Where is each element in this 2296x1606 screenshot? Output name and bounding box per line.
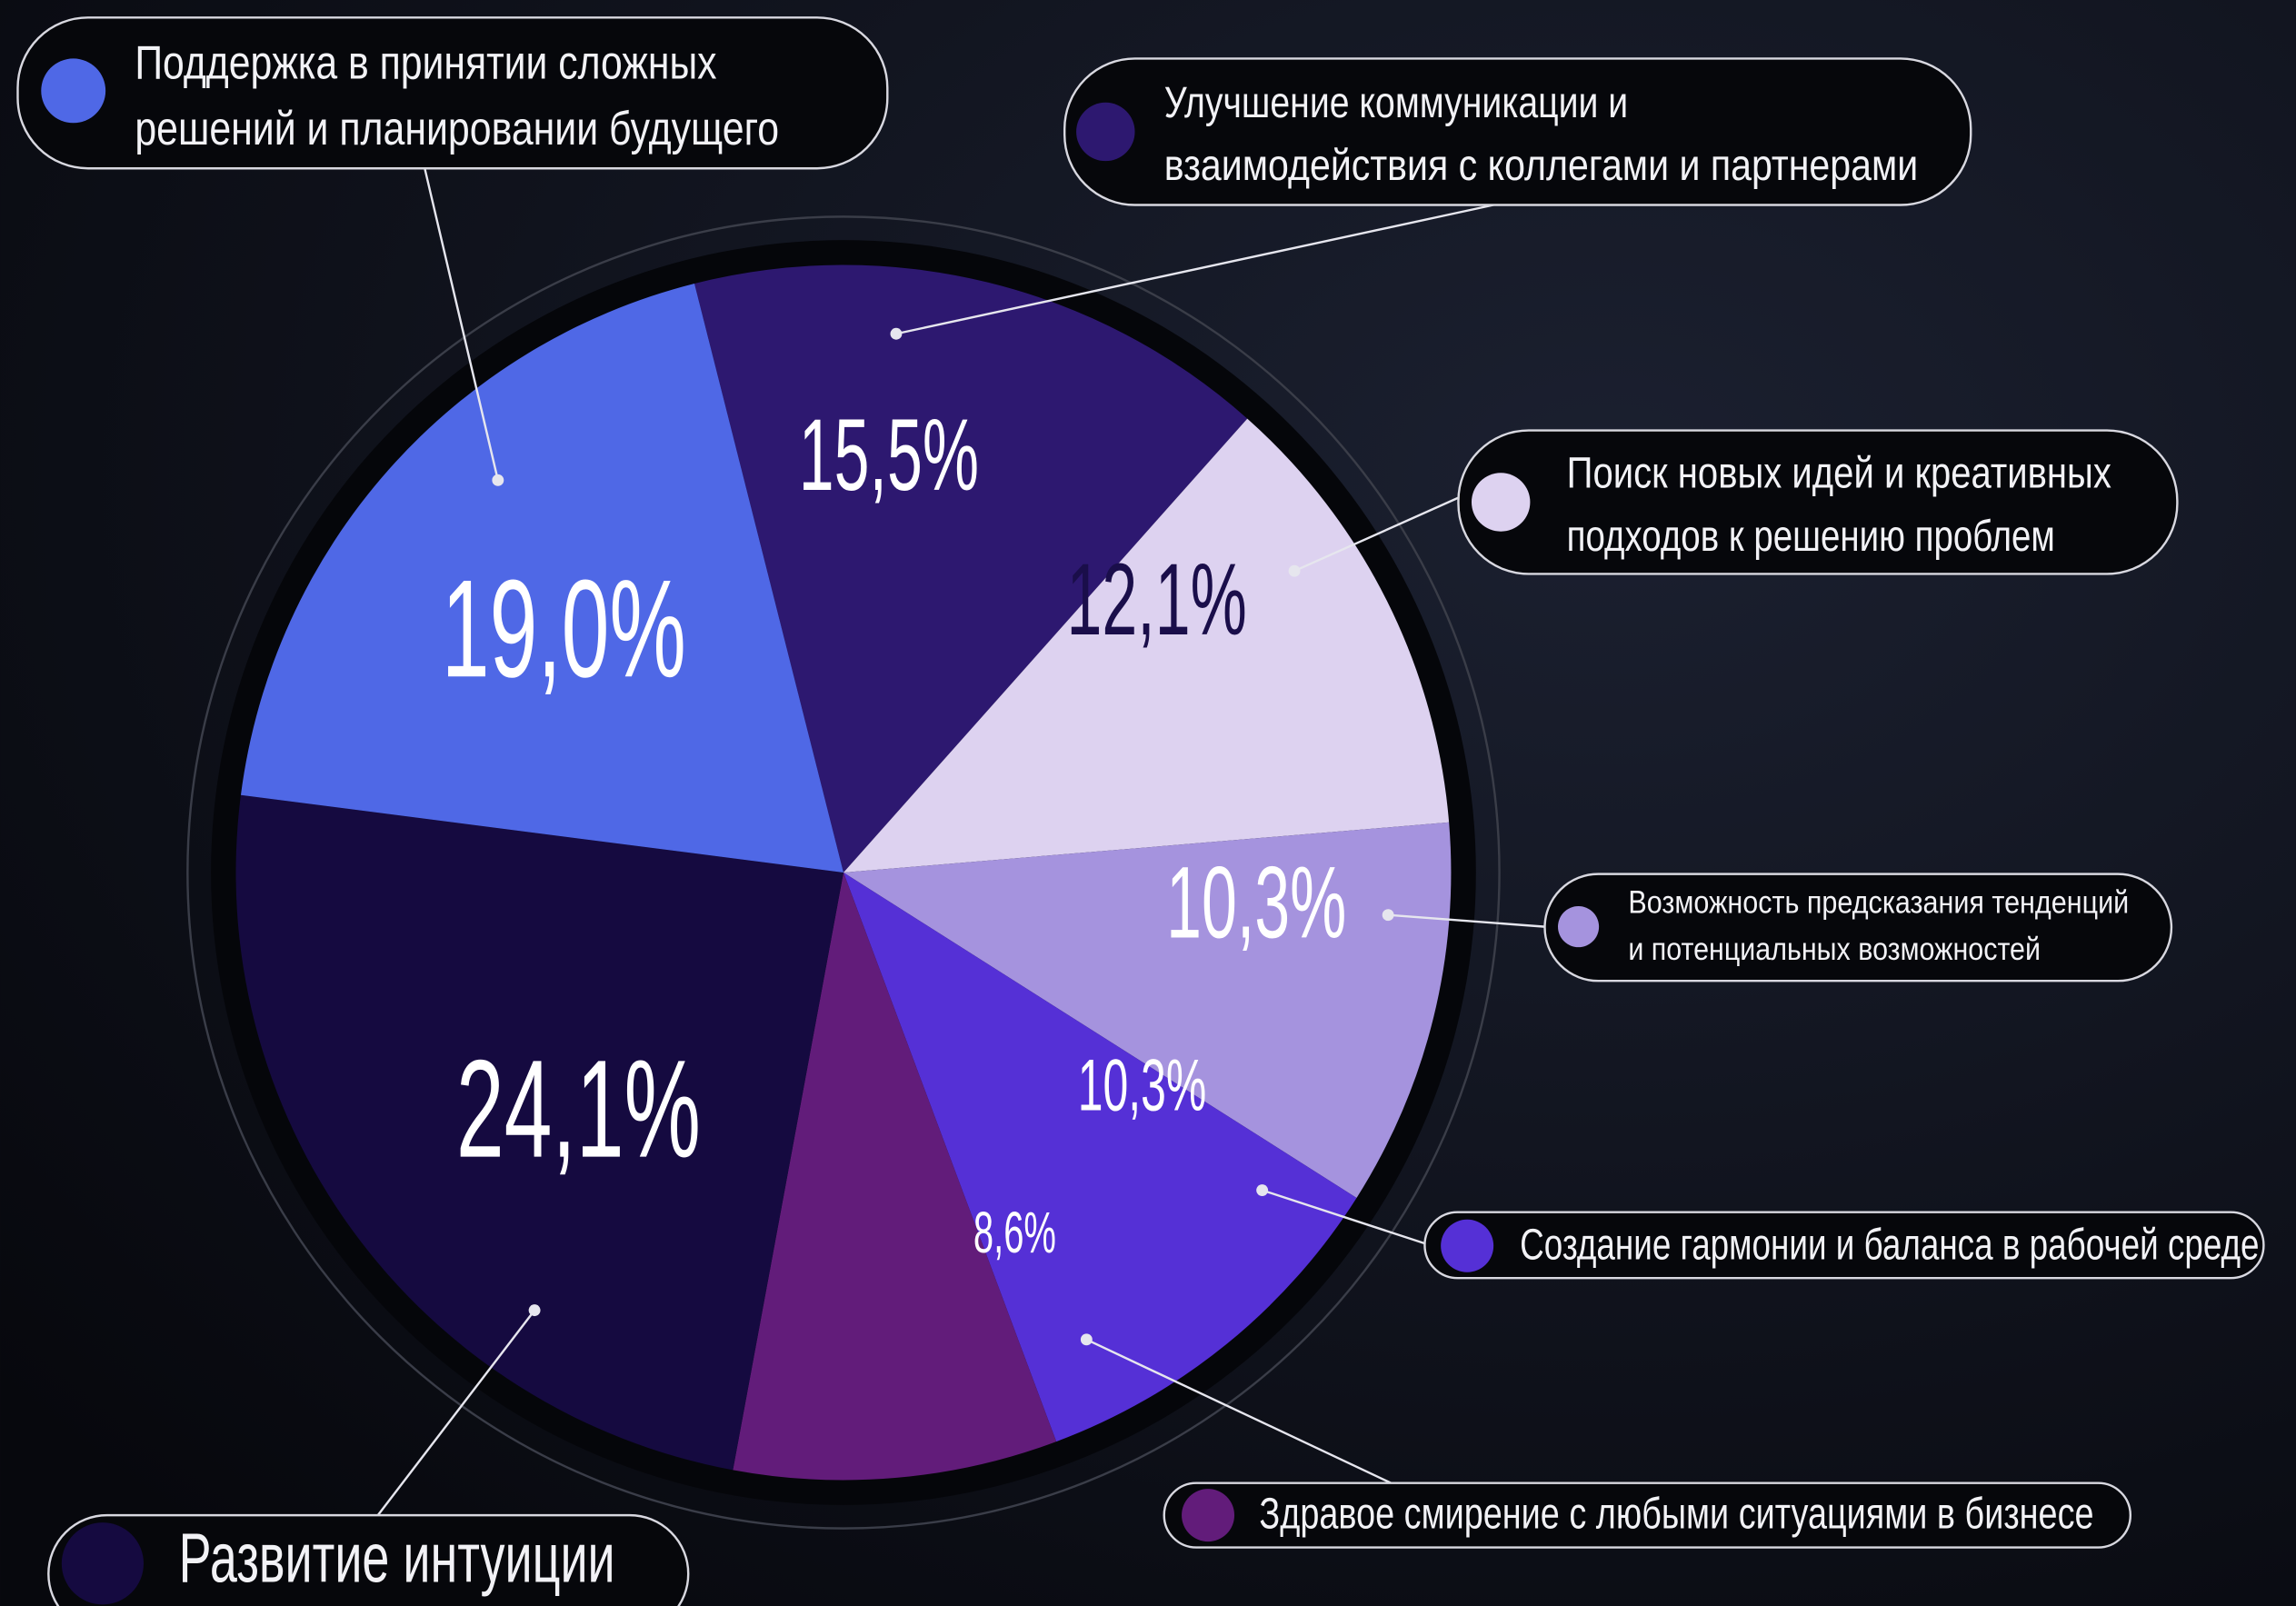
leader-line: [1085, 1338, 1392, 1484]
pie-slice: [240, 283, 844, 873]
legend-swatch: [1441, 1219, 1494, 1272]
value-label: 24,1%: [456, 1031, 701, 1186]
legend-label: Развитие интуиции: [179, 1520, 615, 1598]
legend-label-line: Поддержка в принятии сложных: [135, 35, 716, 88]
legend-label: Поддержка в принятии сложных решений и пл…: [135, 35, 779, 154]
legend-label: Возможность предсказания тенденций и поте…: [1628, 884, 2129, 968]
outer-ring: [186, 215, 1501, 1530]
value-label: 10,3%: [1078, 1044, 1207, 1126]
legend-pill: [1063, 57, 1972, 206]
leader-line: [1262, 1189, 1429, 1246]
legend-swatch: [1076, 102, 1135, 162]
leader-line: [376, 1309, 536, 1516]
value-label: 8,6%: [973, 1200, 1056, 1265]
leader-dot: [890, 327, 903, 340]
legend-pill: [16, 16, 889, 170]
leader-line: [424, 167, 500, 481]
legend-label-line: Улучшение коммуникации и: [1164, 78, 1628, 127]
legend-pill: [1543, 873, 2173, 983]
leader-dot: [1382, 909, 1394, 922]
leader-dot: [1256, 1184, 1269, 1196]
legend-label-line: Здравое смирение с любыми ситуациями в б…: [1259, 1490, 2093, 1539]
leader-line: [1388, 913, 1545, 928]
legend-label-line: решений и планировании будущего: [135, 102, 779, 155]
legend-label-line: взаимодействия с коллегами и партнерами: [1164, 141, 1919, 190]
pie-slice: [843, 418, 1450, 873]
legend-label-line: Возможность предсказания тенденций: [1628, 884, 2129, 921]
pie-slice: [694, 264, 1248, 873]
value-label: 19,0%: [442, 551, 686, 706]
legend-pill: [1423, 1211, 2265, 1280]
leader-dot: [492, 474, 504, 486]
legend-swatch: [1471, 473, 1531, 532]
value-label: 15,5%: [799, 397, 979, 512]
legend-swatch: [1558, 906, 1600, 948]
legend-label: Улучшение коммуникации и взаимодействия с…: [1164, 78, 1919, 190]
leader-dot: [528, 1304, 541, 1317]
leader-line: [1293, 496, 1459, 573]
pie-slice: [843, 873, 1357, 1442]
legend-label-line: и потенциальных возможностей: [1628, 931, 2041, 967]
legend-swatch: [1182, 1489, 1235, 1542]
legend-label-line: Создание гармонии и баланса в рабочей ср…: [1520, 1220, 2259, 1269]
legend-swatch: [61, 1522, 145, 1605]
legend-label: Создание гармонии и баланса в рабочей ср…: [1520, 1220, 2259, 1269]
leader-line: [895, 204, 1494, 335]
legend-swatch: [41, 58, 106, 124]
leader-dot: [1080, 1333, 1093, 1346]
value-label: 12,1%: [1067, 542, 1247, 656]
legend-label: Здравое смирение с любыми ситуациями в б…: [1259, 1490, 2093, 1539]
legend-label-line: Поиск новых идей и креативных: [1567, 448, 2111, 497]
legend-label: Поиск новых идей и креативных подходов к …: [1567, 448, 2111, 560]
pie-slice: [733, 873, 1057, 1481]
legend-label-line: Развитие интуиции: [179, 1520, 615, 1598]
leader-dot: [1288, 564, 1301, 577]
pie-slice: [843, 822, 1452, 1198]
legend-label-line: подходов к решению проблем: [1567, 512, 2055, 561]
legend-pill: [1457, 429, 2179, 575]
value-label: 10,3%: [1166, 845, 1346, 960]
legend-pill: [47, 1513, 690, 1606]
pie-slice: [235, 794, 844, 1471]
legend-pill: [1163, 1481, 2132, 1549]
